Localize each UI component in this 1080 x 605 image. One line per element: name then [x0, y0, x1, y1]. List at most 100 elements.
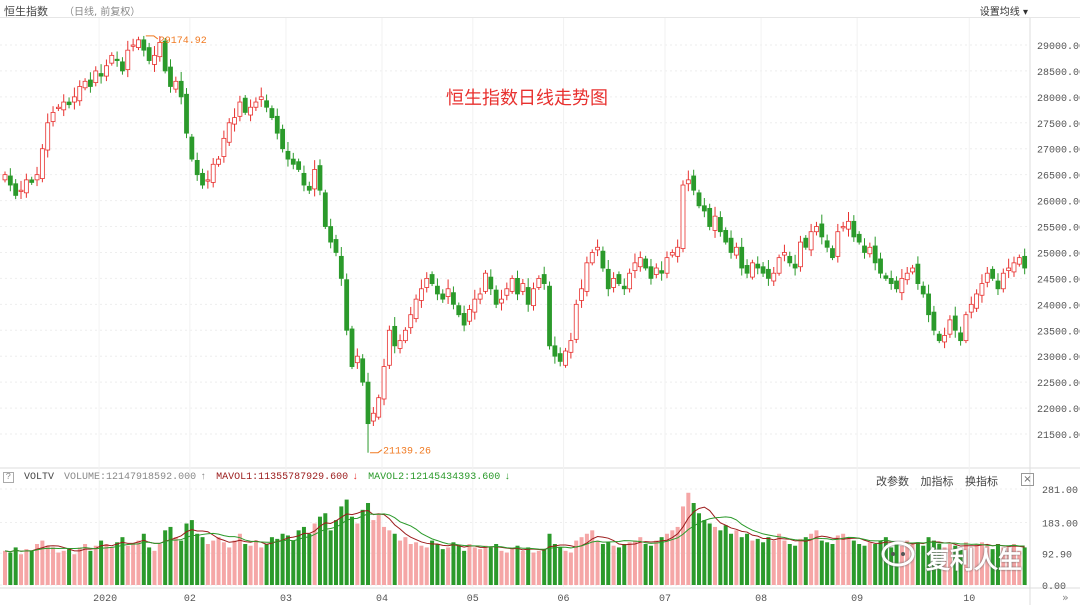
candle-down	[541, 274, 547, 284]
volume-bar	[451, 542, 456, 585]
x-tick-label: 03	[280, 594, 292, 605]
price-tick-label: 29000.00	[1037, 42, 1080, 53]
volume-bar	[563, 550, 568, 585]
mavol1-line	[4, 506, 1025, 553]
volume-bar	[131, 544, 136, 585]
candle-down	[344, 279, 350, 331]
scroll-forward-icon[interactable]: »	[1062, 591, 1069, 604]
add-indicator-button[interactable]: 加指标	[920, 475, 954, 488]
candle-up	[258, 96, 264, 100]
candle-down	[493, 289, 499, 305]
volume-bar	[366, 503, 371, 585]
candle-up	[18, 189, 24, 192]
price-tick-label: 22500.00	[1037, 379, 1080, 390]
candle-down	[322, 192, 328, 227]
volume-bar	[526, 547, 531, 585]
candle-up	[867, 246, 873, 255]
volume-bar	[579, 537, 584, 585]
candle-down	[189, 136, 195, 160]
candle-down	[264, 100, 269, 108]
candle-down	[872, 245, 878, 264]
volume-bar	[985, 545, 990, 585]
volume-bar	[141, 533, 146, 585]
watermark: 复利人生	[926, 546, 1022, 574]
edit-params-button[interactable]: 改参数	[876, 475, 909, 488]
x-tick-label: 08	[755, 594, 767, 605]
volume-bar	[45, 545, 50, 585]
volume-bar	[29, 550, 34, 585]
candle-down	[120, 61, 125, 72]
volume-bar	[382, 526, 387, 585]
chart-annotation: 恒生指数日线走势图	[446, 88, 608, 109]
volume-bar	[163, 530, 168, 585]
candle-up	[798, 241, 803, 268]
volume-bar	[584, 533, 589, 585]
candle-up	[680, 184, 686, 249]
replace-indicator-button[interactable]: 换指标	[965, 475, 998, 488]
volume-tick-label: 0.00	[1042, 582, 1066, 593]
candle-up	[509, 277, 515, 292]
candle-down	[819, 223, 825, 238]
candle-down	[440, 293, 446, 300]
volume-bar	[275, 538, 280, 585]
candle-down	[114, 58, 120, 61]
volume-bar	[424, 547, 429, 585]
volume-bar	[168, 526, 173, 585]
volume-bar	[99, 540, 104, 585]
volume-bar	[333, 520, 338, 585]
volume-bar	[216, 537, 221, 585]
volume-bar	[536, 550, 541, 585]
candle-up	[568, 340, 574, 353]
close-indicator-button[interactable]: ×	[1021, 473, 1034, 486]
ma-settings-dropdown[interactable]: 设置均线 ▾	[980, 3, 1028, 18]
index-title: 恒生指数	[4, 5, 48, 18]
volume-bar	[312, 523, 317, 585]
candle-up	[386, 329, 392, 366]
help-icon[interactable]: ?	[3, 472, 14, 483]
price-tick-label: 23000.00	[1037, 353, 1080, 364]
candle-down	[547, 285, 552, 347]
candle-up	[312, 169, 318, 190]
candle-up	[846, 220, 851, 230]
extreme-marker-line	[145, 35, 159, 40]
volume-bar	[339, 506, 344, 585]
candle-down	[451, 292, 456, 305]
candle-up	[771, 272, 777, 282]
volume-bar	[755, 538, 760, 585]
price-tick-label: 27500.00	[1037, 120, 1080, 131]
price-tick-label: 28500.00	[1037, 68, 1080, 79]
volume-bar	[104, 544, 109, 585]
volume-bar	[830, 544, 835, 585]
volume-bar	[173, 537, 178, 585]
volume-bar	[766, 537, 771, 585]
candle-up	[814, 226, 819, 233]
candle-down	[851, 220, 857, 238]
candle-down	[285, 150, 291, 160]
candle-down	[392, 325, 398, 347]
candle-up	[253, 101, 259, 108]
volume-bar	[189, 520, 194, 585]
volume-tools: 改参数 加指标 换指标	[876, 473, 1006, 489]
volume-bar	[595, 540, 600, 585]
candle-down	[98, 73, 104, 77]
volume-bar	[654, 540, 659, 585]
volume-value: VOLUME:12147918592.000	[64, 472, 197, 483]
candle-down	[338, 255, 344, 279]
volume-bar	[809, 533, 814, 585]
volume-bar	[910, 544, 915, 585]
volume-bar	[227, 547, 232, 585]
volume-bar	[825, 542, 830, 585]
volume-bar	[814, 530, 819, 585]
candle-up	[419, 288, 424, 301]
volume-bar	[777, 533, 782, 585]
price-tick-label: 21500.00	[1037, 431, 1080, 442]
volume-bar	[83, 544, 88, 585]
volume-bar	[355, 523, 360, 585]
volume-bar	[520, 550, 525, 585]
volume-bar	[867, 542, 872, 585]
candle-up	[637, 257, 643, 268]
candle-down	[488, 276, 494, 290]
price-tick-label: 26000.00	[1037, 198, 1080, 209]
volume-bar	[739, 537, 744, 585]
candle-up	[232, 117, 237, 125]
